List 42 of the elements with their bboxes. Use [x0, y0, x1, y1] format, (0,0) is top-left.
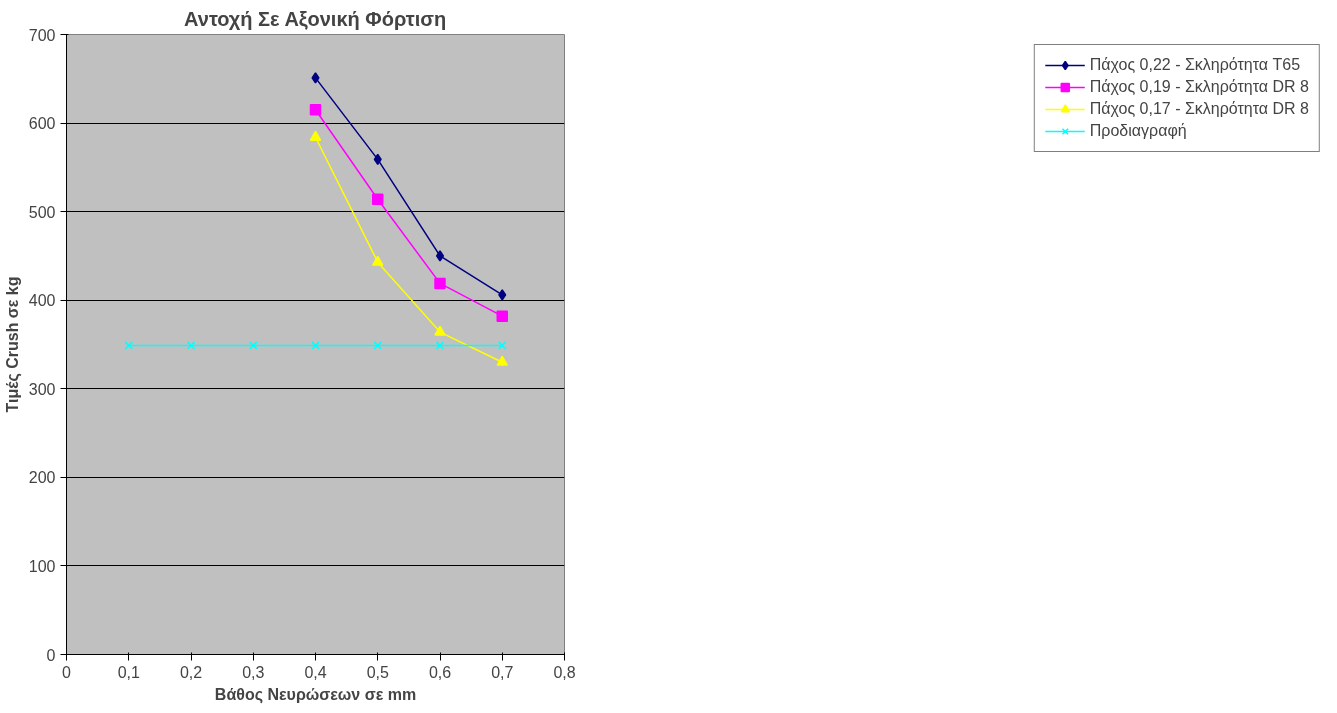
x-axis-title: Βάθος Νευρώσεων σε mm [214, 685, 417, 704]
y-tick-label: 600 [28, 115, 56, 133]
point [309, 130, 322, 141]
point [311, 72, 320, 84]
x-tick-label: 0,4 [304, 663, 327, 681]
point [435, 341, 445, 350]
point [435, 250, 445, 262]
y-tick-label: 700 [28, 26, 56, 44]
point [498, 289, 507, 301]
legend-label: Πάχος 0,22 - Σκληρότητα T65 [1089, 56, 1301, 74]
point [311, 341, 320, 350]
point [124, 341, 134, 350]
point [309, 104, 322, 116]
y-tick-label: 300 [28, 380, 56, 398]
y-tick-label: 200 [28, 469, 56, 487]
legend-label: Πάχος 0,19 - Σκληρότητα DR 8 [1089, 78, 1309, 96]
point [372, 193, 384, 205]
point [372, 255, 384, 266]
x-tick-label: 0,5 [366, 663, 389, 681]
point [373, 341, 383, 350]
point [434, 277, 446, 290]
point [434, 325, 446, 336]
x-tick-label: 0,8 [553, 663, 576, 681]
x-tick-label: 0 [62, 663, 72, 681]
legend-label: Προδιαγραφή [1089, 122, 1187, 140]
y-tick-label: 0 [46, 646, 56, 664]
y-axis-title: Τιμές Crush σε kg [3, 276, 22, 413]
y-tick-label: 100 [28, 557, 56, 575]
point [248, 341, 258, 350]
y-tick-label: 500 [28, 203, 56, 221]
legend-label: Πάχος 0,17 - Σκληρότητα DR 8 [1089, 100, 1309, 118]
x-tick-label: 0,1 [117, 663, 140, 681]
point [497, 341, 507, 350]
point [496, 310, 508, 322]
x-tick-label: 0,7 [491, 663, 514, 681]
y-tick-label: 400 [28, 292, 56, 310]
x-tick-label: 0,3 [242, 663, 265, 681]
point [496, 355, 508, 366]
x-tick-label: 0,6 [428, 663, 452, 681]
point [186, 341, 196, 350]
chart-title: Αντοχή Σε Αξονική Φόρτιση [184, 7, 447, 30]
x-tick-label: 0,2 [179, 663, 203, 681]
